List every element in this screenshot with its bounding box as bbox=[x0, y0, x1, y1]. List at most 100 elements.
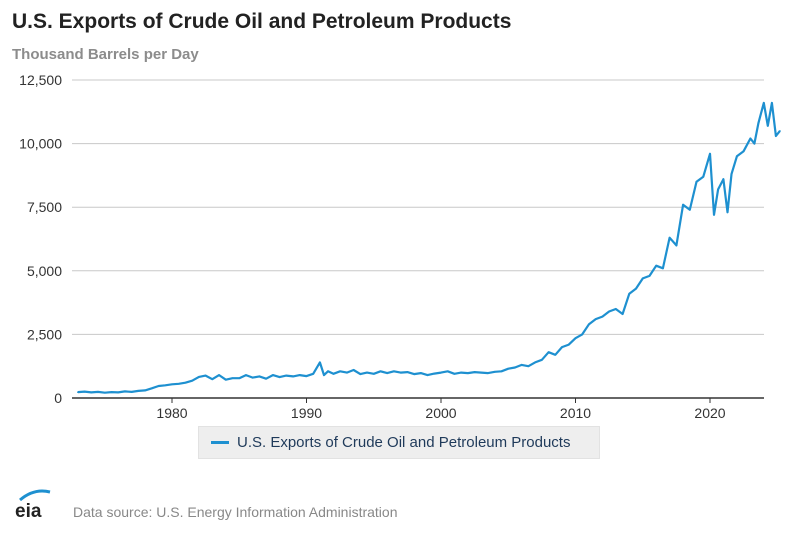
data-point bbox=[574, 337, 577, 340]
data-point bbox=[779, 130, 781, 132]
data-point bbox=[211, 378, 214, 380]
data-point bbox=[581, 333, 584, 336]
data-point bbox=[648, 275, 651, 277]
data-point bbox=[90, 391, 93, 394]
data-point bbox=[177, 382, 180, 385]
data-point bbox=[97, 391, 99, 393]
data-point bbox=[327, 370, 329, 373]
data-point bbox=[77, 391, 79, 393]
data-point bbox=[218, 374, 220, 376]
data-point bbox=[749, 137, 752, 140]
data-point bbox=[339, 370, 341, 373]
data-point bbox=[117, 391, 119, 394]
y-tick-label: 5,000 bbox=[27, 263, 62, 279]
data-point bbox=[372, 373, 375, 375]
data-point bbox=[323, 374, 325, 376]
data-point bbox=[198, 376, 200, 378]
data-point bbox=[689, 208, 691, 211]
data-point bbox=[534, 361, 536, 364]
legend-swatch bbox=[211, 441, 229, 444]
data-point bbox=[547, 351, 550, 354]
data-point bbox=[514, 366, 516, 369]
data-point bbox=[726, 211, 729, 214]
data-point bbox=[319, 361, 321, 364]
data-point bbox=[144, 389, 146, 392]
data-point bbox=[406, 371, 409, 373]
data-point bbox=[668, 236, 671, 239]
x-tick-label: 1990 bbox=[291, 405, 322, 421]
data-point bbox=[238, 377, 241, 379]
data-point bbox=[110, 391, 113, 393]
y-tick-label: 2,500 bbox=[27, 326, 62, 342]
data-point bbox=[736, 155, 738, 158]
data-point bbox=[473, 371, 476, 373]
data-point bbox=[251, 376, 254, 379]
data-point bbox=[460, 371, 462, 374]
data-point bbox=[695, 180, 698, 183]
data-point bbox=[292, 375, 294, 378]
data-point bbox=[621, 313, 624, 315]
legend[interactable]: U.S. Exports of Crude Oil and Petroleum … bbox=[198, 426, 600, 459]
data-point bbox=[433, 372, 436, 375]
data-point bbox=[413, 373, 415, 375]
data-point bbox=[520, 364, 523, 366]
data-point bbox=[709, 152, 711, 155]
chart-title: U.S. Exports of Crude Oil and Petroleum … bbox=[12, 10, 512, 33]
data-point bbox=[379, 370, 382, 373]
data-point bbox=[730, 173, 733, 175]
data-point bbox=[641, 277, 644, 280]
data-point bbox=[103, 391, 106, 394]
data-point bbox=[386, 372, 389, 374]
data-point bbox=[763, 102, 765, 104]
data-point bbox=[83, 390, 86, 393]
data-point bbox=[298, 374, 301, 376]
data-point bbox=[191, 379, 193, 382]
data-point bbox=[628, 292, 631, 295]
data-point bbox=[771, 102, 773, 104]
data-point bbox=[157, 385, 160, 387]
chart-subtitle: Thousand Barrels per Day bbox=[12, 46, 199, 63]
data-point bbox=[500, 370, 503, 373]
data-point bbox=[346, 371, 348, 374]
data-point bbox=[446, 370, 449, 373]
data-point bbox=[359, 373, 362, 375]
y-tick-label: 0 bbox=[54, 390, 62, 406]
data-point bbox=[352, 369, 355, 371]
data-point bbox=[615, 308, 617, 310]
data-point bbox=[426, 374, 429, 376]
data-point bbox=[742, 150, 745, 153]
eia-logo: eia bbox=[15, 489, 51, 520]
x-tick-label: 2020 bbox=[694, 405, 725, 421]
data-point bbox=[567, 343, 570, 346]
data-point bbox=[675, 244, 678, 247]
data-point bbox=[393, 370, 395, 373]
data-point bbox=[420, 372, 422, 374]
svg-text:eia: eia bbox=[15, 501, 42, 520]
data-point bbox=[635, 287, 637, 290]
data-point bbox=[487, 372, 489, 374]
data-point bbox=[594, 318, 597, 320]
data-point bbox=[245, 374, 247, 376]
data-point bbox=[494, 370, 496, 373]
data-point bbox=[332, 373, 335, 375]
x-tick-label: 2000 bbox=[425, 405, 456, 421]
data-point bbox=[453, 373, 456, 375]
data-point bbox=[713, 214, 715, 216]
data-point bbox=[775, 135, 777, 137]
data-point bbox=[258, 375, 261, 378]
data-point bbox=[588, 323, 590, 326]
data-point bbox=[137, 390, 140, 392]
data-source: Data source: U.S. Energy Information Adm… bbox=[73, 504, 398, 520]
legend-label: U.S. Exports of Crude Oil and Petroleum … bbox=[237, 434, 571, 451]
data-point bbox=[440, 371, 442, 374]
data-point bbox=[272, 374, 274, 376]
data-point bbox=[151, 387, 153, 390]
data-point bbox=[655, 264, 657, 267]
data-point bbox=[767, 124, 769, 127]
data-point bbox=[722, 178, 725, 181]
data-point bbox=[285, 374, 288, 377]
data-point bbox=[124, 390, 126, 393]
data-point bbox=[467, 372, 469, 374]
